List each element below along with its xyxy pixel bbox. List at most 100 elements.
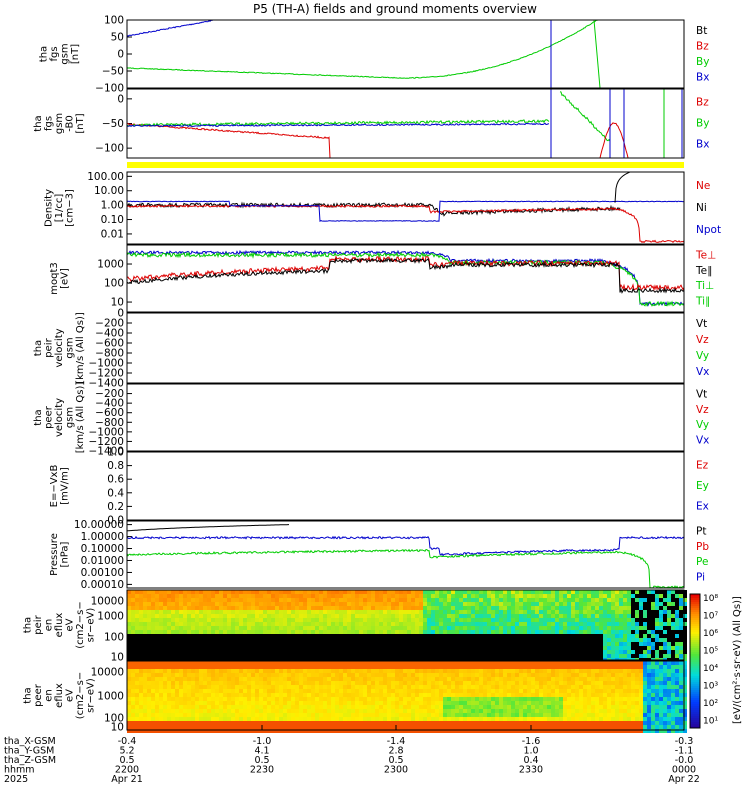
- ytick-label: −400: [95, 398, 124, 410]
- ylabel-line: [nT]: [75, 113, 86, 133]
- ytick-label: −100: [95, 143, 124, 155]
- ytick-label: 0.01: [101, 228, 124, 240]
- ylabel-line: gsm: [59, 43, 70, 64]
- x-tick-label: 5.2: [119, 746, 134, 757]
- ylabel-line: (cm2−s−: [75, 672, 86, 719]
- legend-Vt: Vt: [696, 389, 707, 401]
- ytick-label: 10: [111, 297, 124, 309]
- ytick-label: 1.0: [107, 447, 124, 459]
- npot-curve: [126, 200, 685, 223]
- ytick-label: 10: [111, 652, 124, 664]
- x-tick-label: 0.5: [254, 755, 269, 766]
- legend-Vy: Vy: [696, 350, 709, 362]
- ytick-label: −400: [95, 328, 124, 340]
- ylabel-line: Pressure: [49, 533, 60, 576]
- ylabel-line: (cm2−s−: [75, 601, 86, 648]
- x-tick-label: -1.0: [253, 736, 272, 747]
- legend-Ex: Ex: [696, 501, 709, 513]
- panel-1: tha fgs gsm [nT] 100 50 0 −50 −100 Bt Bz By Bx: [38, 15, 709, 95]
- legend-Vx: Vx: [696, 434, 709, 446]
- tepar-curve: [126, 257, 685, 294]
- x-tick-label: 0.4: [523, 755, 538, 766]
- ylabel-line: [mV/m]: [59, 467, 70, 505]
- ylabel-line: [km/s (All Qs)]: [75, 312, 86, 384]
- legend-Vz: Vz: [696, 334, 709, 346]
- legend-Ne: Ne: [696, 180, 710, 192]
- ytick-label: 1.00000: [81, 531, 124, 543]
- legend-By: By: [696, 56, 709, 68]
- x-tick-label: -0.3: [675, 736, 694, 747]
- ytick-label: 100: [104, 632, 124, 644]
- panel-3: Density [1/cc] [cm−3] 100.00 10.00 1.00 0.10 0.…: [44, 171, 722, 241]
- ytick-label: −100: [95, 83, 124, 95]
- legend-Pt: Pt: [696, 526, 706, 538]
- ion-spectrogram: [127, 590, 687, 662]
- ylabel-line: eflux: [54, 683, 65, 708]
- ne-curve: [126, 204, 685, 244]
- electron-spectrogram: [127, 661, 687, 733]
- x-tick-label: 1.0: [523, 746, 538, 757]
- ytick-label: 0.6: [107, 474, 124, 486]
- x-tick-label: -0.4: [118, 736, 137, 747]
- panel-10-ylabel: tha peer en eflux eV (cm2−s− sr−eV): [23, 672, 97, 719]
- panel-frame: [126, 660, 685, 731]
- x-tick-label: 0.5: [388, 755, 403, 766]
- ylabel-line: peir: [33, 614, 44, 634]
- x-tick-label: 2300: [384, 765, 408, 776]
- teperp-curve: [126, 255, 685, 292]
- legend-Ti⊥: Ti⊥: [695, 280, 714, 292]
- panel-frame: [126, 19, 685, 89]
- colorbar: 10⁸ 10⁷ 10⁶ 10⁵ 10⁴ 10³ 10² 10¹ [eV/(cm²·s·sr·eV…: [689, 593, 743, 729]
- ytick-label: 10.00: [94, 185, 124, 197]
- ylabel-line: moqt3: [49, 262, 60, 295]
- x-row-label: tha_Y-GSM: [4, 746, 54, 757]
- panel-7: E=−VxB [mV/m] 1.00.8 0.60.4 0.2 0.0 Ez Ey Ex: [49, 447, 709, 527]
- panel-5-ylabel: tha peir velocity gsm [km/s (All Qs)]: [33, 312, 86, 384]
- legend-Te∥: Te∥: [695, 265, 712, 277]
- by-curve: [126, 19, 600, 79]
- panel-frame: [126, 88, 685, 159]
- ytick-label: −1000: [88, 358, 124, 370]
- ti-curve: [126, 249, 685, 307]
- ylabel-line: tha: [33, 409, 44, 425]
- ytick-label: 1.00: [101, 200, 124, 212]
- legend-Ez: Ez: [696, 459, 709, 471]
- ylabel-line: en: [44, 689, 55, 702]
- ytick-label: 1000: [97, 611, 124, 623]
- ytick-label: 100: [104, 713, 124, 725]
- panel-1-ylabel: tha fgs gsm [nT]: [38, 43, 81, 64]
- ylabel-line: peir: [44, 337, 55, 357]
- ytick-label: 1000: [97, 259, 124, 271]
- legend-Bt: Bt: [696, 25, 707, 37]
- ytick-label: 0.0: [107, 515, 124, 527]
- ytick-label: 10000: [91, 596, 124, 608]
- ytick-label: 100.00: [87, 171, 124, 183]
- ylabel-line: E=−VxB: [49, 465, 60, 508]
- ylabel-line: [cm−3]: [65, 189, 76, 227]
- panel-8-ylabel: Pressure [nPa]: [49, 533, 71, 576]
- x-tick-label: -1.4: [387, 736, 406, 747]
- ylabel-line: tha: [33, 340, 44, 356]
- ylabel-line: tha: [23, 617, 34, 633]
- panel-10: tha peer en eflux eV (cm2−s− sr−eV)10000 1000 10…: [23, 667, 132, 734]
- legend-Ti∥: Ti∥: [695, 295, 710, 307]
- colorbar-label: [eV/(cm²·s·sr·eV) (All Qs)]: [732, 596, 743, 724]
- ylabel-line: [eV]: [59, 268, 70, 289]
- panel-4-ylabel: moqt3 [eV]: [49, 262, 71, 295]
- x-tick-label: Apr 21: [111, 774, 143, 785]
- colorbar-tick: 10¹: [703, 717, 718, 727]
- panel-3-ylabel: Density [1/cc] [cm−3]: [44, 189, 76, 227]
- ytick-label: 10: [111, 722, 124, 734]
- x-row-label: 2025: [4, 774, 28, 785]
- ytick-label: −200: [95, 318, 124, 330]
- ylabel-line: en: [44, 619, 55, 632]
- ytick-label: 0: [117, 49, 124, 61]
- ylabel-line: Density: [44, 189, 55, 227]
- plot-title: P5 (TH-A) fields and ground moments over…: [253, 2, 537, 16]
- ylabel-line: [nT]: [70, 44, 81, 64]
- ylabel-line: gsm: [65, 407, 76, 428]
- legend-Vt: Vt: [696, 318, 707, 330]
- by-drop: [593, 19, 601, 89]
- by-b0-late: [559, 91, 611, 142]
